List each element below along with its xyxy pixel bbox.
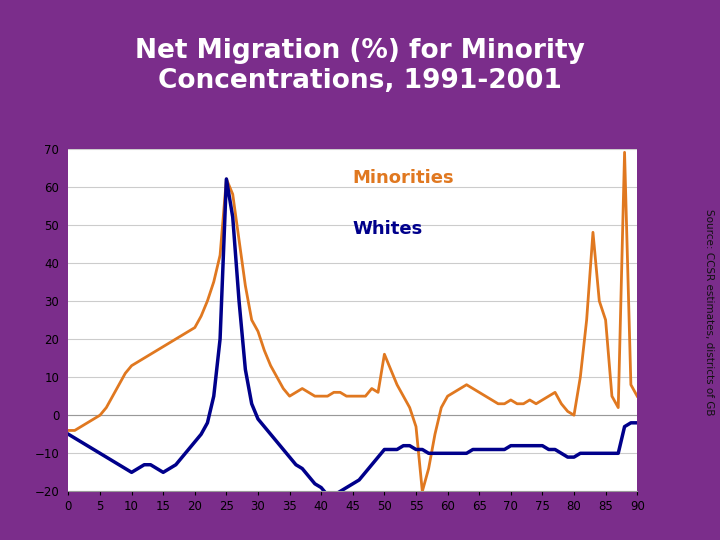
Text: Source: CCSR estimates, districts of GB: Source: CCSR estimates, districts of GB bbox=[704, 208, 714, 415]
Text: Minorities: Minorities bbox=[353, 169, 454, 187]
Text: Net Migration (%) for Minority
Concentrations, 1991-2001: Net Migration (%) for Minority Concentra… bbox=[135, 38, 585, 94]
Text: Whites: Whites bbox=[353, 220, 423, 238]
